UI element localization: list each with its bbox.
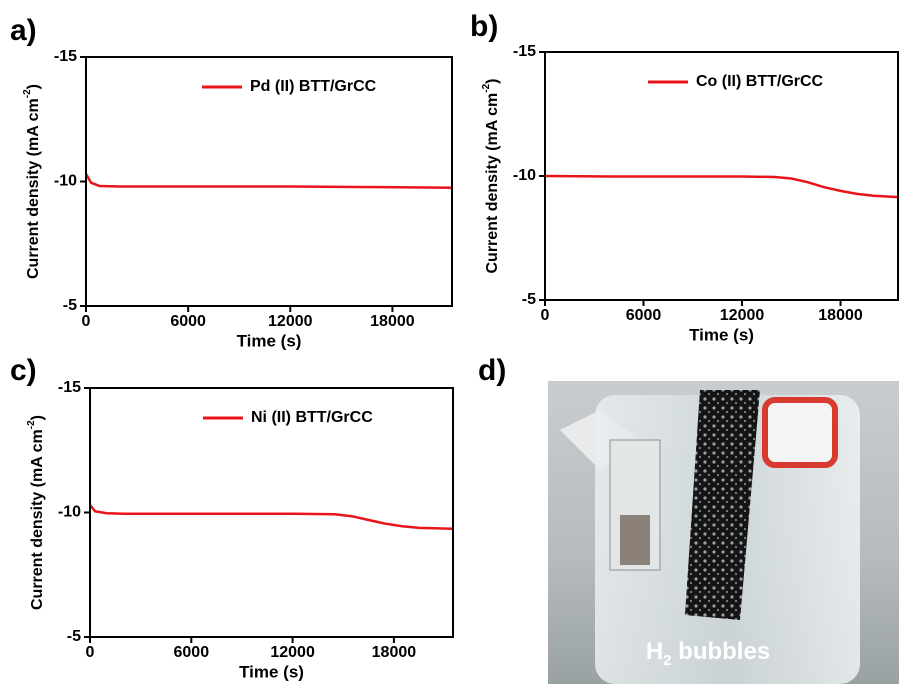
x-tick-label: 6000	[170, 313, 206, 330]
data-line	[89, 504, 454, 530]
y-tick-label: -15	[54, 48, 77, 65]
x-tick-label: 0	[82, 313, 91, 330]
x-axis-label: Time (s)	[239, 662, 304, 681]
x-tick-label: 6000	[174, 644, 210, 661]
y-tick-label: -10	[513, 167, 536, 184]
data-line	[544, 174, 899, 199]
photo	[548, 381, 899, 684]
x-tick-label: 12000	[268, 313, 313, 330]
y-tick-label: -15	[58, 379, 81, 396]
x-tick-label: 18000	[370, 313, 415, 330]
plot-frame	[85, 56, 453, 307]
caption-sub: 2	[663, 652, 671, 669]
caption-end: bubbles	[672, 638, 771, 665]
y-label-text: Current density (mA cm	[29, 429, 46, 610]
y-tick-label: -5	[63, 297, 77, 314]
plot-frame	[89, 387, 454, 638]
x-tick-label: 6000	[626, 307, 662, 324]
panel-label: d)	[478, 354, 506, 387]
y-label-end: )	[484, 78, 501, 83]
x-axis-label: Time (s)	[689, 325, 754, 344]
x-tick-label: 12000	[720, 307, 765, 324]
x-tick-label: 0	[86, 644, 95, 661]
panel-label: b)	[470, 10, 498, 43]
y-axis-label: Current density (mA cm-2)	[22, 84, 43, 279]
y-tick-label: -15	[513, 43, 536, 60]
y-tick-label: -5	[67, 628, 81, 645]
x-tick-label: 18000	[818, 307, 863, 324]
data-line	[84, 173, 453, 189]
y-axis-label: Current density (mA cm-2)	[481, 78, 502, 273]
x-tick-label: 0	[541, 307, 550, 324]
y-tick-label: -5	[522, 291, 536, 308]
legend-label: Pd (II) BTT/GrCC	[250, 78, 377, 95]
panel-label: a)	[10, 14, 37, 47]
legend-label: Ni (II) BTT/GrCC	[251, 409, 373, 426]
y-label-text: Current density (mA cm	[25, 98, 42, 279]
y-tick-label: -10	[58, 504, 81, 521]
x-tick-label: 18000	[372, 644, 417, 661]
y-label-exp: -2	[22, 89, 33, 98]
photo-caption: H2 bubbles	[646, 638, 770, 669]
x-tick-label: 12000	[270, 644, 315, 661]
y-label-end: )	[29, 415, 46, 420]
y-label-end: )	[25, 84, 42, 89]
legend-label: Co (II) BTT/GrCC	[696, 73, 824, 90]
y-label-exp: -2	[26, 420, 37, 429]
panel-label: c)	[10, 354, 37, 387]
caption-text: H	[646, 638, 663, 665]
x-axis-label: Time (s)	[237, 331, 302, 350]
y-tick-label: -10	[54, 173, 77, 190]
y-axis-label: Current density (mA cm-2)	[26, 415, 47, 610]
y-label-exp: -2	[481, 83, 492, 92]
plot-frame	[544, 51, 899, 301]
y-label-text: Current density (mA cm	[484, 93, 501, 274]
